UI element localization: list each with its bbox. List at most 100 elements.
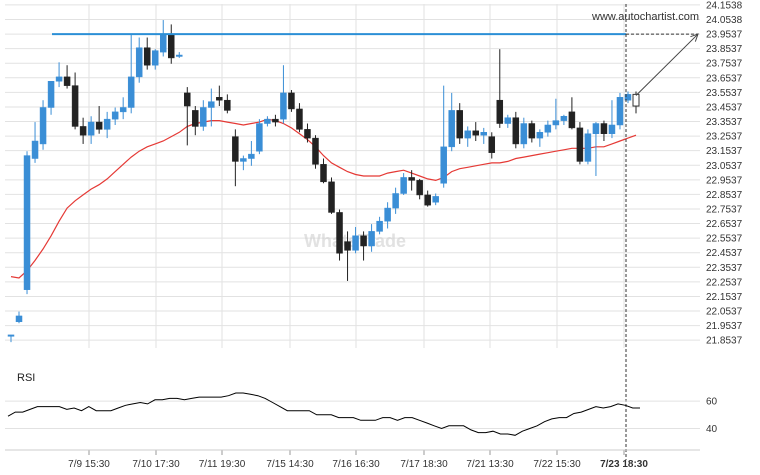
bearish-candle xyxy=(320,158,327,184)
y-tick-label: 22.4537 xyxy=(706,248,743,259)
y-tick-label: 23.8537 xyxy=(706,44,743,55)
bullish-candle xyxy=(584,129,592,165)
candle-body xyxy=(568,111,576,129)
candle-body xyxy=(560,115,568,121)
candle-body xyxy=(608,124,616,134)
candle-body xyxy=(288,92,295,110)
bearish-candle xyxy=(632,91,640,114)
candle-body xyxy=(103,118,111,130)
bullish-candle xyxy=(151,49,159,70)
bearish-candle xyxy=(63,65,71,89)
candle-body xyxy=(376,220,383,232)
bullish-candle xyxy=(280,65,287,124)
bullish-candle xyxy=(39,100,47,150)
candle-body xyxy=(552,120,560,126)
overlays-layer xyxy=(52,4,699,460)
bearish-candle xyxy=(272,114,279,127)
candle-body xyxy=(584,133,592,162)
candle-body xyxy=(87,121,95,136)
bearish-candle xyxy=(168,24,175,64)
bearish-candle xyxy=(328,177,335,214)
y-tick-label: 21.9537 xyxy=(706,321,743,332)
candle-body xyxy=(15,315,23,323)
bullish-candle xyxy=(376,216,383,235)
candle-body xyxy=(135,47,143,78)
x-tick-label: 7/10 17:30 xyxy=(132,459,180,470)
x-tick-label: 7/23 18:30 xyxy=(600,459,648,470)
x-tick-label: 7/11 19:30 xyxy=(199,459,246,470)
y-tick-label: 23.9537 xyxy=(706,30,743,41)
candle-body xyxy=(520,123,528,145)
candle-body xyxy=(216,97,223,101)
candle-body xyxy=(432,196,439,203)
watermark-text: www.autochartist.com xyxy=(591,11,699,23)
x-tick-label: 7/17 18:30 xyxy=(400,459,448,470)
bullish-candle xyxy=(608,100,616,139)
bullish-candle xyxy=(384,202,391,229)
bearish-candle xyxy=(95,106,103,134)
candle-body xyxy=(31,140,39,159)
bearish-candle xyxy=(304,123,311,143)
rsi-panel: RSI 60 40 xyxy=(5,372,718,436)
bullish-candle xyxy=(448,92,455,152)
bearish-candle xyxy=(496,49,504,128)
y-tick-label: 24.0538 xyxy=(706,15,743,26)
candle-body xyxy=(392,193,399,209)
rsi-label: RSI xyxy=(17,372,35,384)
candle-body xyxy=(328,181,335,213)
y-tick-label: 23.5537 xyxy=(706,88,743,99)
candle-body xyxy=(400,177,407,194)
candle-body xyxy=(312,137,319,165)
rsi-tick-label: 60 xyxy=(706,397,718,408)
bullish-candle xyxy=(520,117,528,149)
bearish-candle xyxy=(79,117,87,144)
candle-body xyxy=(464,130,471,139)
bullish-candle xyxy=(248,141,255,166)
candle-body xyxy=(616,97,624,126)
candle-body xyxy=(71,85,79,127)
bearish-candle xyxy=(568,97,576,130)
bearish-candle xyxy=(528,120,536,143)
y-tick-label: 23.2537 xyxy=(706,132,743,143)
bullish-candle xyxy=(432,193,439,206)
y-tick-label: 22.0537 xyxy=(706,307,743,318)
bullish-candle xyxy=(103,111,111,139)
forecast-arrowhead xyxy=(690,33,699,42)
bullish-candle xyxy=(256,119,263,155)
candle-body xyxy=(7,334,15,337)
bullish-candle xyxy=(552,98,560,130)
bearish-candle xyxy=(424,190,431,207)
y-tick-label: 22.7537 xyxy=(706,204,743,215)
bullish-candle xyxy=(464,126,471,147)
bullish-candle xyxy=(7,334,15,343)
candle-body xyxy=(176,54,183,57)
y-tick-label: 23.3537 xyxy=(706,117,743,128)
bullish-candle xyxy=(264,116,271,127)
bearish-candle xyxy=(312,135,319,169)
candle-body xyxy=(168,34,175,59)
candle-body xyxy=(472,130,479,136)
y-axis: 24.1538 24.0538 23.9537 23.8537 23.7537 23.65… xyxy=(706,0,743,346)
bullish-candle xyxy=(200,100,207,131)
candle-body xyxy=(360,235,367,247)
candle-body xyxy=(296,108,303,130)
y-tick-label: 23.6537 xyxy=(706,73,743,84)
bullish-candle xyxy=(536,129,544,147)
bearish-candle xyxy=(416,178,423,200)
candle-body xyxy=(63,76,71,86)
bullish-candle xyxy=(616,92,624,130)
bearish-candle xyxy=(288,90,295,112)
candle-body xyxy=(200,107,207,127)
bearish-candle xyxy=(488,132,496,159)
bearish-candle xyxy=(576,122,584,165)
y-tick-label: 23.7537 xyxy=(706,59,743,70)
bullish-candle xyxy=(119,97,127,120)
candle-body xyxy=(208,101,215,108)
bullish-candle xyxy=(15,311,23,324)
candle-body xyxy=(600,123,608,134)
candle-body xyxy=(408,177,415,181)
candle-body xyxy=(95,121,103,130)
bullish-candle xyxy=(480,127,488,144)
bullish-candle xyxy=(592,122,600,176)
